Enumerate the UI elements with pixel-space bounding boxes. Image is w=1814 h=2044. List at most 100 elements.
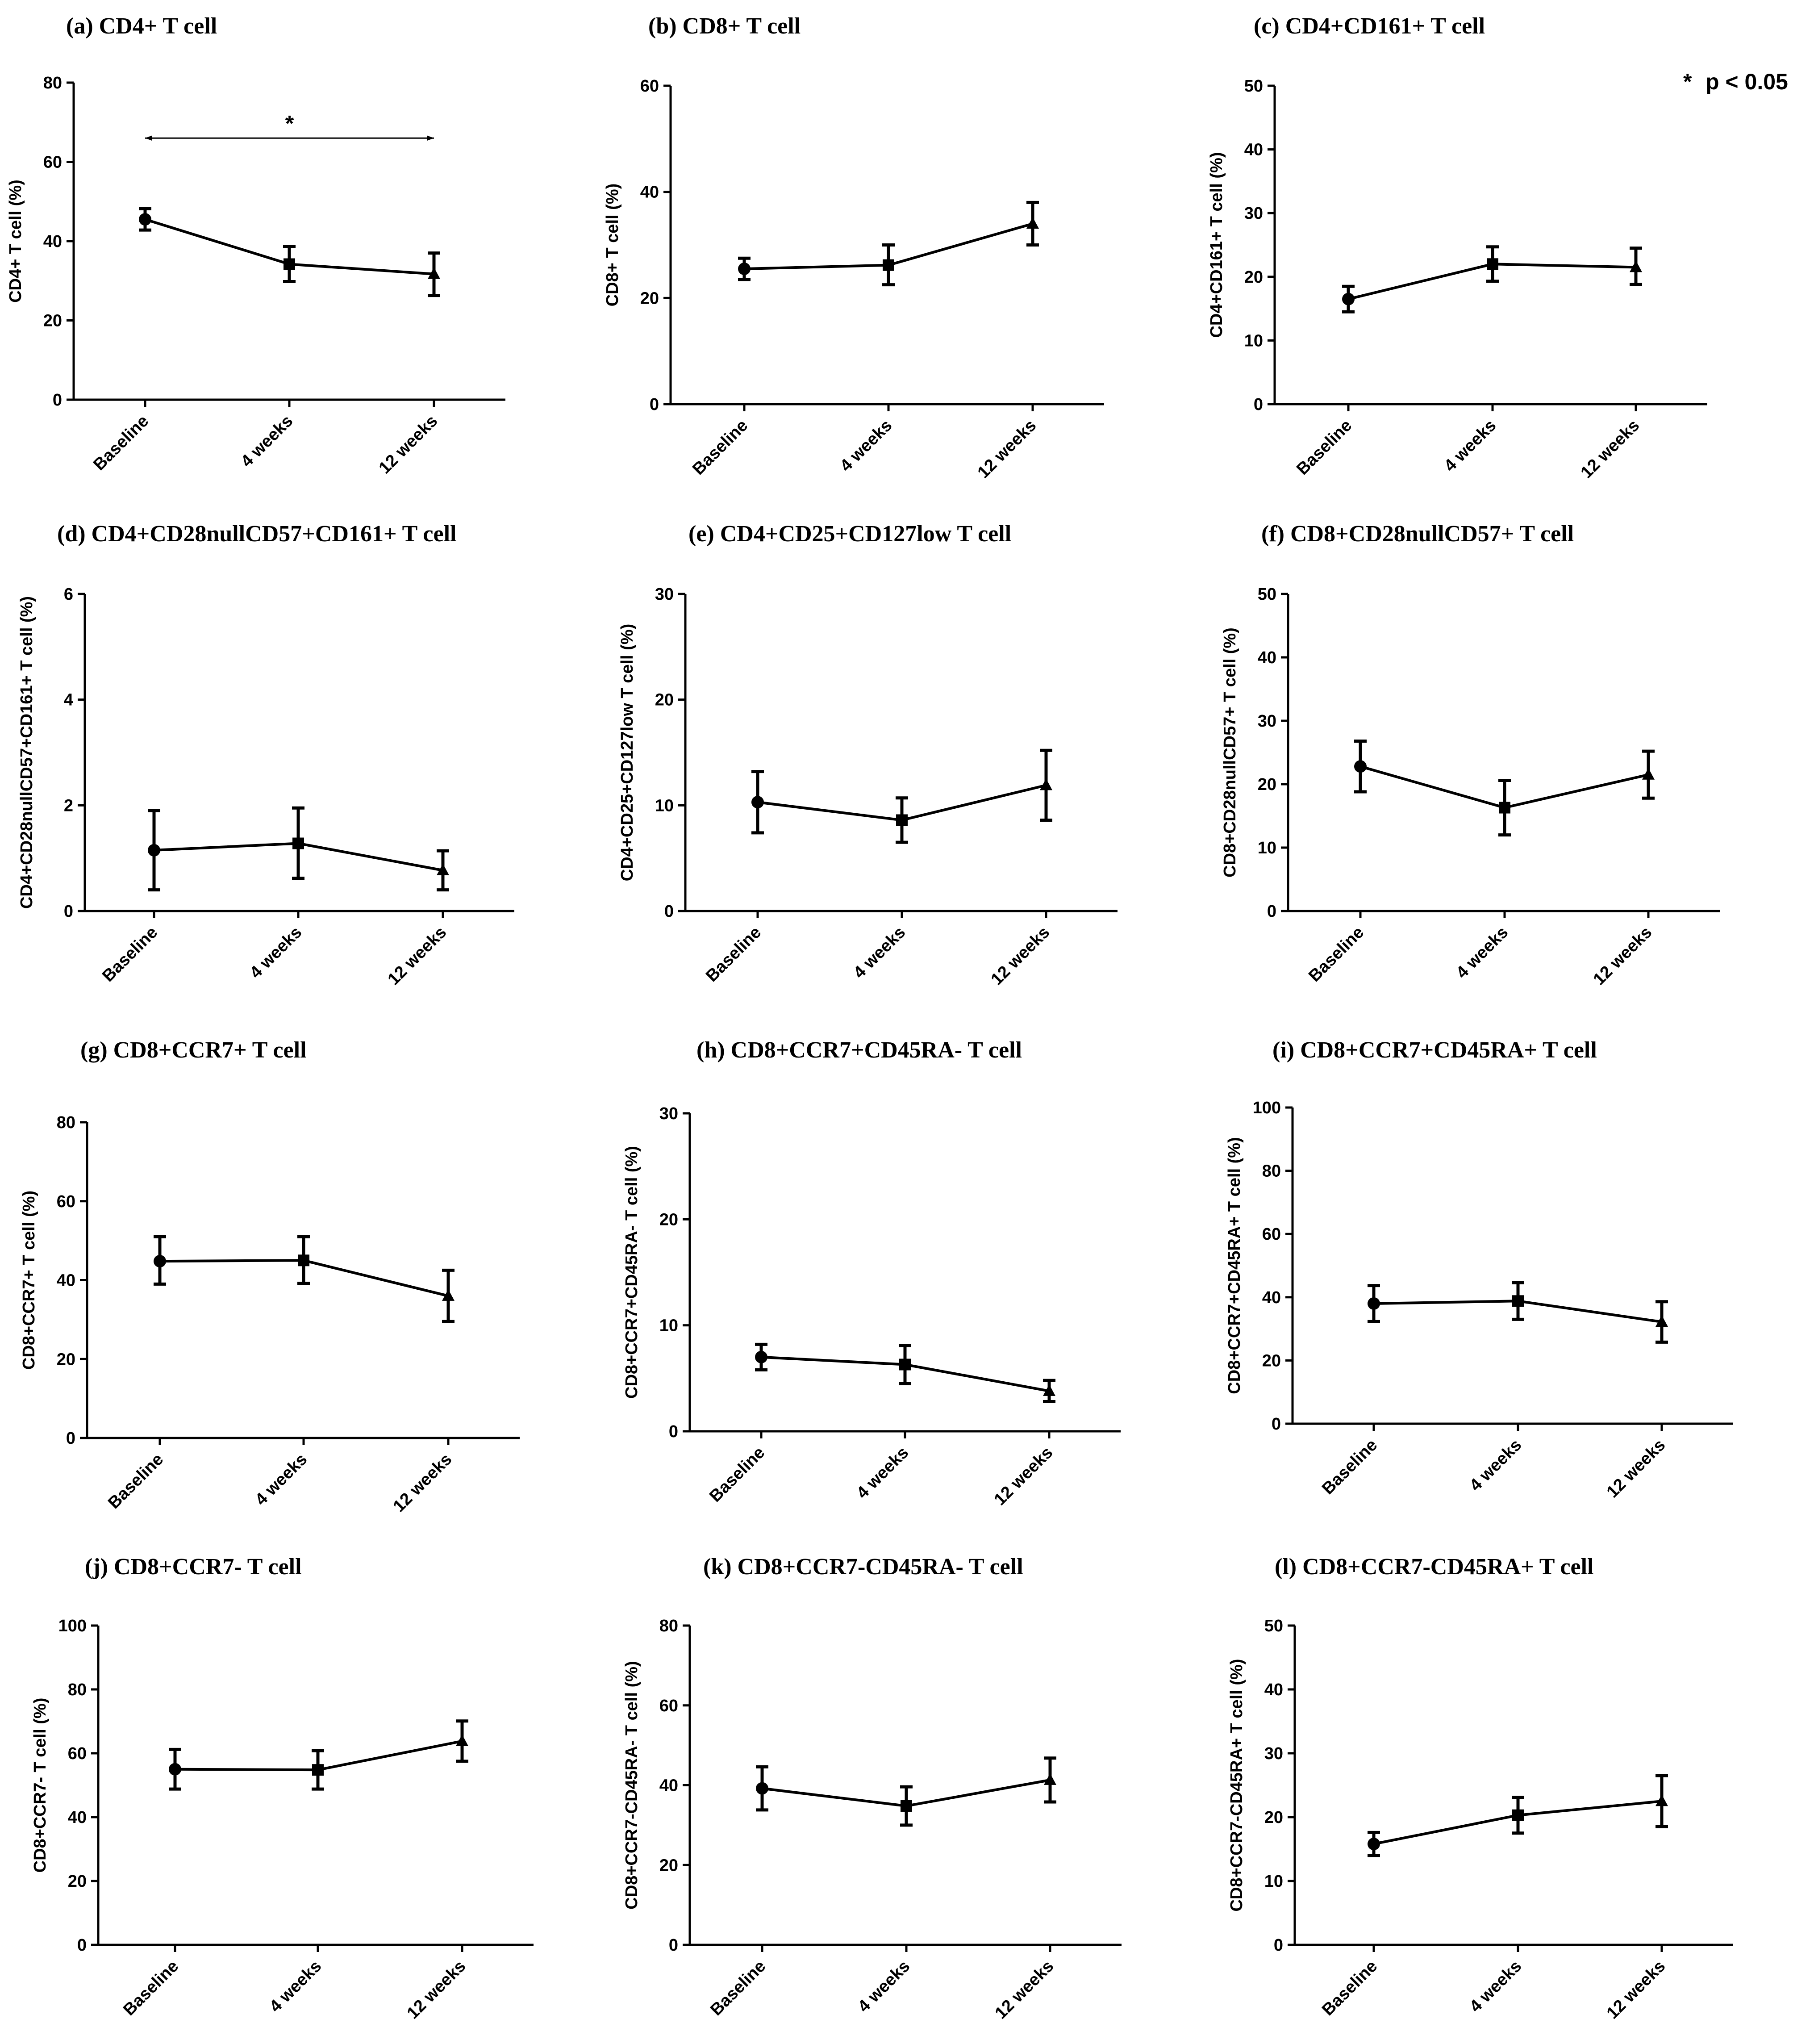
data-point-baseline	[148, 844, 160, 857]
y-tick-label: 20	[659, 1210, 678, 1229]
y-tick-label: 100	[58, 1617, 87, 1635]
panel-a: (a) CD4+ T cell CD4+ T cell (%) 0 20 40 60 80 B…	[6, 13, 505, 477]
panel-title: (b) CD8+ T cell	[648, 13, 801, 39]
y-tick-label: 60	[659, 1697, 678, 1715]
data-point-baseline	[755, 1350, 767, 1363]
x-tick-label-baseline: Baseline	[120, 1957, 182, 2019]
y-axis-label: CD8+CCR7-CD45RA+ T cell (%)	[1227, 1659, 1246, 1912]
y-tick-label: 0	[1254, 395, 1263, 414]
y-tick-label: 40	[1264, 1680, 1283, 1699]
panel-title: (e) CD4+CD25+CD127low T cell	[688, 521, 1011, 547]
data-point-12-weeks	[442, 1289, 455, 1301]
data-point-4-weeks	[1487, 258, 1498, 270]
significance-star: *	[285, 111, 294, 136]
x-tick-label-baseline: Baseline	[706, 1443, 768, 1506]
data-point-4-weeks	[1512, 1295, 1524, 1307]
y-tick-label: 30	[1258, 712, 1276, 731]
y-tick-label: 20	[640, 289, 659, 308]
y-tick-label: 0	[669, 1422, 678, 1441]
y-tick-label: 0	[64, 902, 73, 921]
data-point-12-weeks	[1040, 778, 1052, 790]
x-tick-label-4-weeks: 4 weeks	[1453, 923, 1512, 982]
y-tick-label: 6	[64, 585, 73, 604]
y-tick-label: 20	[1262, 1351, 1281, 1370]
y-tick-label: 80	[1262, 1162, 1281, 1181]
y-axis-label: CD4+CD161+ T cell (%)	[1207, 152, 1226, 338]
y-tick-label: 20	[655, 691, 674, 710]
x-tick-label-12-weeks: 12 weeks	[991, 1443, 1057, 1509]
x-tick-label-12-weeks: 12 weeks	[1577, 416, 1643, 482]
y-tick-label: 80	[659, 1617, 678, 1635]
x-tick-label-12-weeks: 12 weeks	[390, 1450, 456, 1516]
panel-c: (c) CD4+CD161+ T cell CD4+CD161+ T cell (…	[1207, 13, 1707, 482]
y-axis-label: CD8+CCR7+ T cell (%)	[20, 1191, 38, 1370]
data-point-4-weeks	[901, 1800, 912, 1812]
x-tick-label-12-weeks: 12 weeks	[1603, 1957, 1669, 2023]
y-tick-label: 30	[1244, 204, 1263, 223]
y-tick-label: 10	[1264, 1872, 1283, 1891]
y-tick-label: 40	[1244, 141, 1263, 159]
x-tick-label-4-weeks: 4 weeks	[1466, 1957, 1526, 2016]
x-tick-label-4-weeks: 4 weeks	[238, 412, 297, 471]
x-tick-label-4-weeks: 4 weeks	[246, 923, 306, 982]
y-tick-label: 40	[43, 232, 62, 251]
x-tick-label-baseline: Baseline	[1293, 416, 1355, 479]
data-point-4-weeks	[883, 259, 894, 271]
data-point-12-weeks	[1630, 260, 1642, 272]
x-tick-label-12-weeks: 12 weeks	[974, 416, 1040, 482]
data-point-12-weeks	[1656, 1794, 1668, 1806]
x-tick-label-4-weeks: 4 weeks	[266, 1957, 325, 2016]
panel-title: (l) CD8+CCR7-CD45RA+ T cell	[1275, 1554, 1594, 1580]
y-tick-label: 20	[659, 1856, 678, 1875]
y-tick-label: 0	[650, 395, 659, 414]
panel-k: (k) CD8+CCR7-CD45RA- T cell CD8+CCR7-CD45…	[622, 1554, 1122, 2023]
panel-b: (b) CD8+ T cell CD8+ T cell (%) 0 20 40 60 Bas…	[603, 13, 1104, 482]
y-tick-label: 100	[1253, 1099, 1281, 1117]
y-tick-label: 0	[1272, 1415, 1281, 1434]
data-point-baseline	[139, 213, 151, 226]
y-tick-label: 40	[1258, 648, 1276, 667]
data-point-12-weeks	[1043, 1384, 1055, 1396]
y-tick-label: 0	[77, 1936, 87, 1955]
y-tick-label: 40	[659, 1776, 678, 1795]
data-point-4-weeks	[1499, 802, 1510, 814]
panel-d: (d) CD4+CD28nullCD57+CD161+ T cell CD4+CD…	[17, 521, 514, 989]
y-axis-label: CD8+CD28nullCD57+ T cell (%)	[1221, 627, 1239, 878]
y-tick-label: 40	[640, 183, 659, 202]
x-tick-label-baseline: Baseline	[1305, 923, 1368, 986]
panel-title: (k) CD8+CCR7-CD45RA- T cell	[703, 1554, 1023, 1580]
y-tick-label: 20	[1258, 775, 1276, 794]
y-tick-label: 60	[57, 1192, 75, 1211]
y-tick-label: 80	[68, 1680, 87, 1699]
y-tick-label: 20	[68, 1872, 87, 1891]
data-point-baseline	[738, 262, 751, 275]
y-tick-label: 20	[1244, 268, 1263, 287]
data-point-baseline	[1354, 760, 1367, 773]
data-point-baseline	[1368, 1838, 1380, 1851]
data-point-12-weeks	[1656, 1315, 1668, 1327]
y-tick-label: 4	[64, 691, 73, 710]
x-tick-label-12-weeks: 12 weeks	[375, 412, 442, 478]
y-axis-label: CD8+CCR7+CD45RA+ T cell (%)	[1225, 1137, 1244, 1394]
legend-text: p < 0.05	[1706, 69, 1788, 94]
x-tick-label-baseline: Baseline	[689, 416, 751, 479]
panel-l: (l) CD8+CCR7-CD45RA+ T cell CD8+CCR7-CD45…	[1227, 1554, 1733, 2023]
x-tick-label-4-weeks: 4 weeks	[1466, 1436, 1526, 1495]
data-point-baseline	[751, 796, 764, 809]
y-axis-label: CD8+CCR7+CD45RA- T cell (%)	[622, 1146, 641, 1399]
y-tick-label: 0	[1274, 1936, 1283, 1955]
x-tick-label-4-weeks: 4 weeks	[855, 1957, 914, 2016]
data-point-4-weeks	[312, 1764, 324, 1776]
x-tick-label-baseline: Baseline	[90, 412, 152, 474]
y-tick-label: 50	[1264, 1617, 1283, 1635]
x-tick-label-baseline: Baseline	[99, 923, 161, 986]
y-tick-label: 10	[659, 1317, 678, 1335]
y-axis-label: CD4+ T cell (%)	[6, 180, 25, 303]
y-tick-label: 50	[1244, 77, 1263, 96]
data-point-4-weeks	[298, 1254, 309, 1267]
panel-title: (h) CD8+CCR7+CD45RA- T cell	[696, 1037, 1022, 1063]
y-tick-label: 10	[1244, 331, 1263, 350]
data-point-4-weeks	[292, 837, 304, 849]
